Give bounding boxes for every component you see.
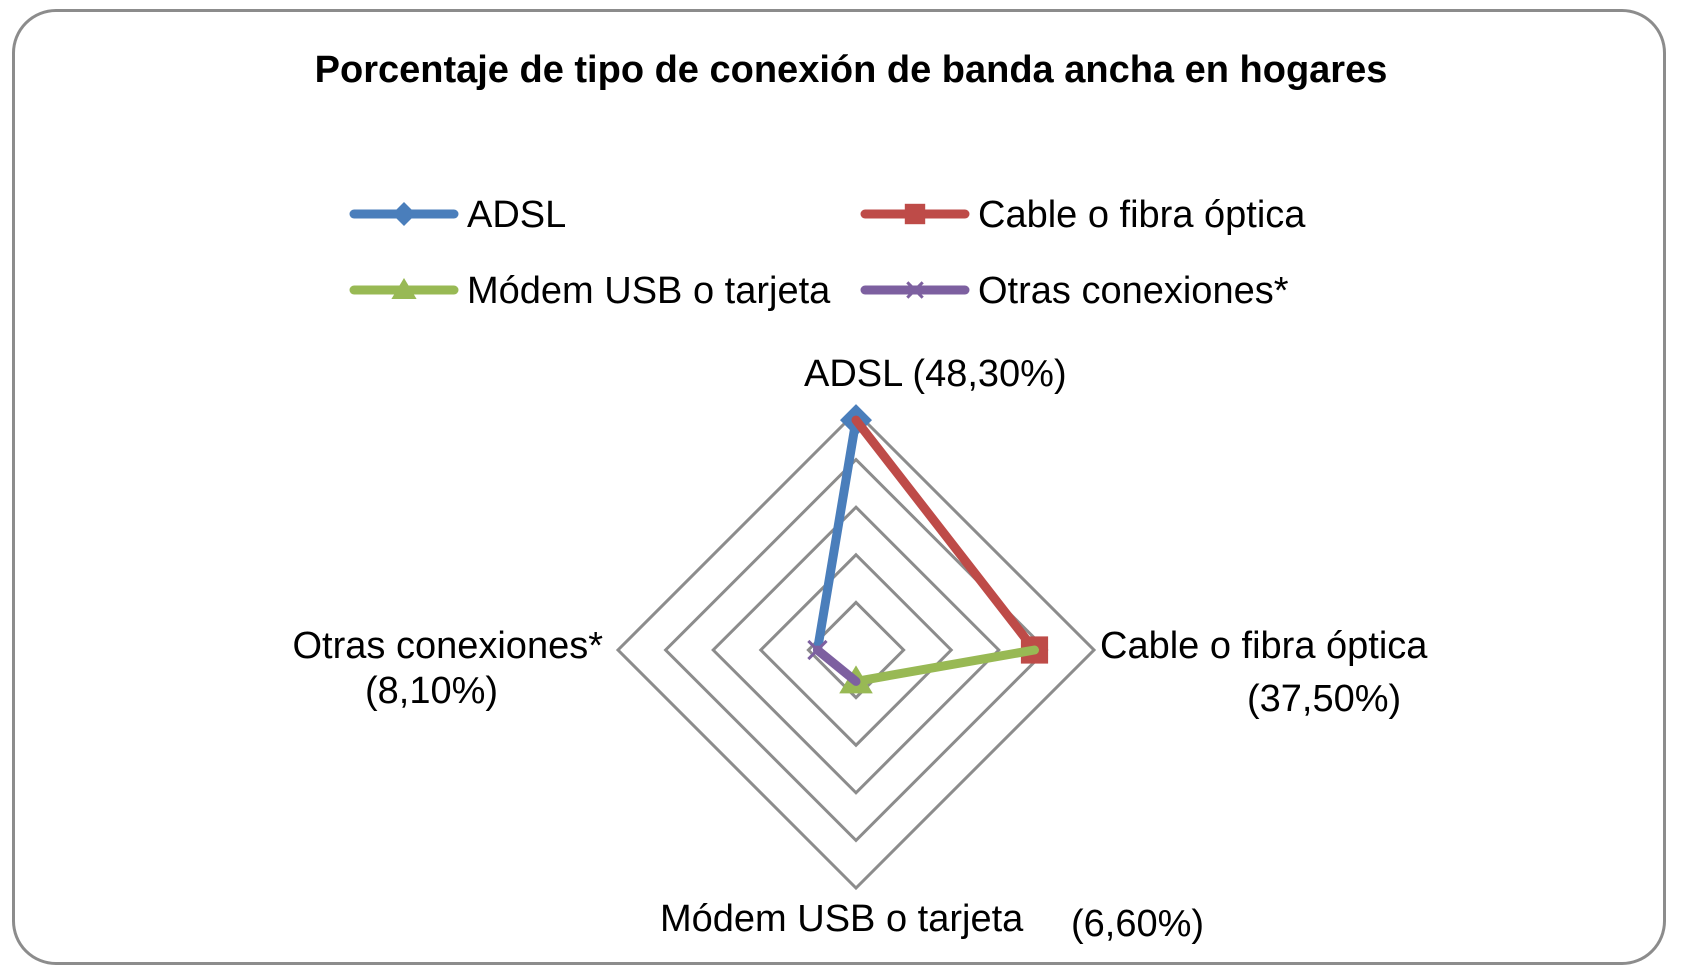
axis-label-otras-name: Otras conexiones*: [293, 625, 604, 667]
series-line-modem-usb-o-tarjeta: [851, 645, 1039, 686]
legend-marker-modem-usb-o-tarjeta: [391, 278, 417, 299]
legend-item-otras-conexiones: Otras conexiones*: [860, 270, 1289, 312]
series-line-adsl: [812, 415, 861, 655]
legend-marker-cable-o-fibra-optica: [904, 203, 926, 225]
series-line-cable-o-fibra-optica: [851, 415, 1039, 655]
axis-label-modem-value: (6,60%): [1071, 903, 1204, 945]
legend-label-cable-o-fibra-optica: Cable o fibra óptica: [978, 194, 1306, 236]
data-point-otras-conexiones: [807, 639, 828, 661]
axis-label-cable-value: (37,50%): [1247, 678, 1401, 720]
grid-ring-30: [711, 505, 1001, 795]
series-otras-conexiones: [807, 639, 861, 686]
axis-label-modem-name: Módem USB o tarjeta: [660, 898, 1024, 940]
legend-item-modem-usb-o-tarjeta: Módem USB o tarjeta: [349, 270, 831, 312]
axis-label-cable-name: Cable o fibra óptica: [1100, 625, 1428, 667]
axis-label-adsl: ADSL (48,30%): [804, 353, 1067, 395]
legend: ADSL Cable o fibra óptica Módem USB o tarj…: [349, 194, 1306, 312]
legend-item-cable-o-fibra-optica: Cable o fibra óptica: [860, 194, 1306, 236]
grid-ring-50: [615, 409, 1097, 891]
legend-marker-adsl: [392, 202, 416, 226]
series-layer: [807, 404, 1049, 694]
chart-frame: [12, 9, 1666, 965]
grid-ring-40: [663, 457, 1049, 843]
axis-label-otras-value: (8,10%): [365, 670, 498, 712]
legend-label-modem-usb-o-tarjeta: Módem USB o tarjeta: [467, 270, 831, 312]
series-modem-usb-o-tarjeta: [839, 645, 1039, 694]
series-cable-o-fibra-optica: [851, 415, 1049, 664]
legend-marker-otras-conexiones: [906, 281, 924, 299]
chart-title: Porcentaje de tipo de conexión de banda …: [315, 49, 1388, 91]
legend-item-adsl: ADSL: [349, 194, 566, 236]
legend-label-adsl: ADSL: [467, 194, 566, 236]
grid-ring-20: [758, 552, 954, 748]
legend-label-otras-conexiones: Otras conexiones*: [978, 270, 1289, 312]
